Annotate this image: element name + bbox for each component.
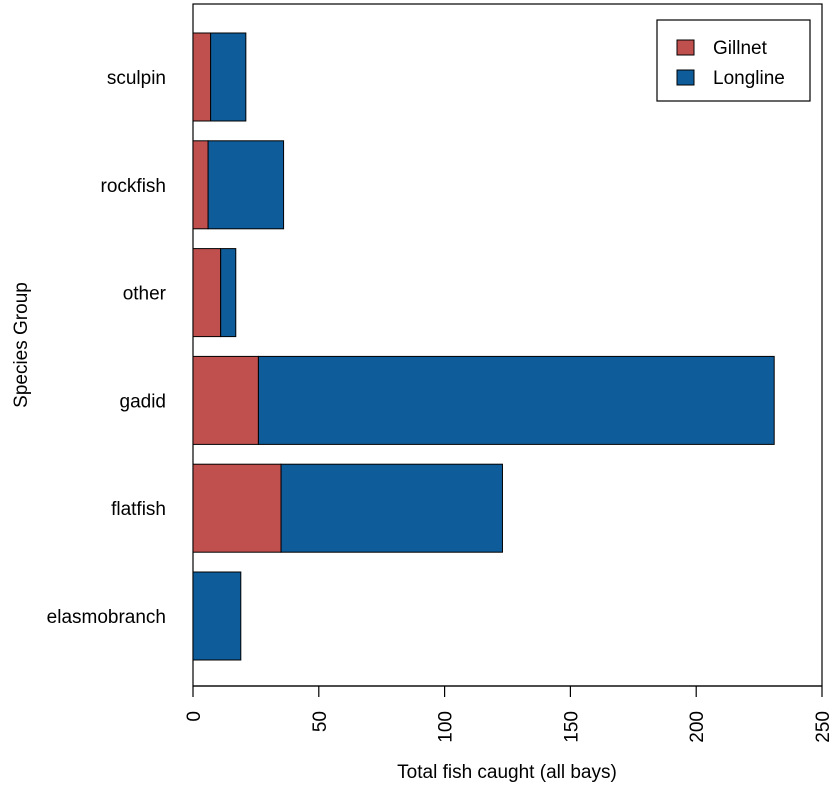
- x-tick-label: 50: [310, 711, 331, 732]
- bar-gadid-longline: [257, 355, 775, 445]
- bar-sculpin-gillnet: [192, 32, 212, 122]
- bar-gadid-gillnet: [192, 355, 259, 445]
- x-tick-label: 200: [687, 711, 708, 743]
- legend-swatch-gillnet: [676, 39, 695, 56]
- bar-other-longline: [220, 248, 237, 338]
- x-tick-label: 0: [184, 711, 205, 722]
- x-tick-label: 250: [813, 711, 834, 743]
- bar-other-gillnet: [192, 248, 222, 338]
- legend: Gillnet Longline: [656, 19, 811, 102]
- legend-label-gillnet: Gillnet: [713, 38, 768, 59]
- y-tick-label: sculpin: [107, 68, 166, 89]
- y-tick-label: rockfish: [101, 176, 166, 197]
- legend-box: [656, 19, 811, 102]
- y-tick-label: flatfish: [111, 499, 166, 520]
- y-axis-title: Species Group: [11, 282, 32, 408]
- bar-elasmobranch-longline: [192, 571, 242, 661]
- category-labels: elasmobranch flatfish gadid other rockfish sc…: [47, 68, 167, 628]
- x-tick-label: 100: [436, 711, 457, 743]
- bar-rockfish-longline: [207, 140, 285, 230]
- y-tick-label: gadid: [120, 391, 167, 412]
- x-axis: 0 50 100 150 200 250: [184, 685, 834, 743]
- plot-frame: [192, 3, 823, 687]
- y-tick-label: other: [123, 284, 167, 305]
- bar-flatfish-gillnet: [192, 463, 282, 553]
- legend-swatch-longline: [676, 69, 695, 86]
- bar-flatfish-longline: [280, 463, 503, 553]
- x-tick-label: 150: [561, 711, 582, 743]
- bars-group: [192, 32, 775, 661]
- x-axis-title: Total fish caught (all bays): [397, 762, 617, 783]
- y-tick-label: elasmobranch: [47, 607, 166, 628]
- bar-rockfish-gillnet: [192, 140, 209, 230]
- bar-sculpin-longline: [210, 32, 247, 122]
- legend-label-longline: Longline: [713, 68, 785, 89]
